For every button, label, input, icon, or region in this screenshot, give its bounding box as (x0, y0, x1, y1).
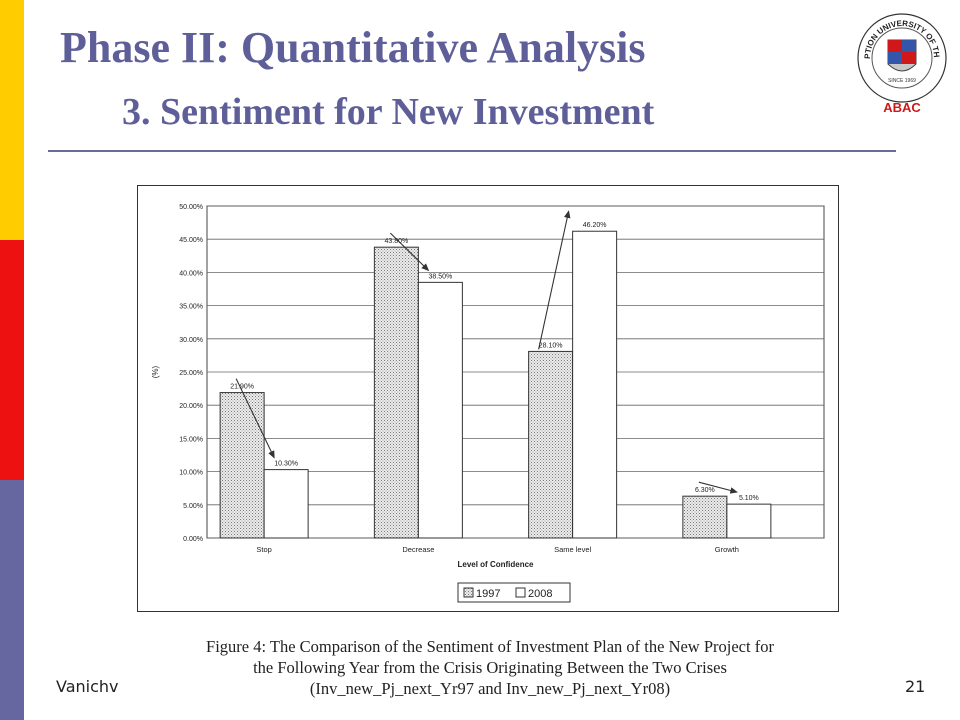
legend-label: 2008 (528, 588, 552, 600)
legend-label: 1997 (476, 588, 500, 600)
side-bar-red (0, 240, 24, 480)
bar-2008-stop (263, 469, 309, 539)
bar-2008-decrease (417, 281, 463, 539)
trend-arrow (235, 378, 275, 459)
caption-line-2: the Following Year from the Crisis Origi… (253, 658, 727, 677)
figure-caption: Figure 4: The Comparison of the Sentimen… (140, 636, 840, 699)
y-tick-label: 40.00% (179, 270, 203, 277)
y-tick-label: 50.00% (179, 204, 203, 211)
y-tick-label: 0.00% (183, 536, 203, 543)
trend-arrow (538, 210, 571, 350)
page-number: 21 (905, 677, 926, 696)
logo-since-text: SINCE 1969 (888, 78, 916, 84)
chart-frame: 0.00% 5.00% 10.00% 15.00% 20.00% 25.00% 30.00%… (137, 185, 839, 612)
bar-chart: 0.00% 5.00% 10.00% 15.00% 20.00% 25.00% 30.00%… (151, 204, 825, 603)
bar-1997-decrease (373, 246, 419, 539)
y-tick-label: 45.00% (179, 237, 203, 244)
title-divider (48, 150, 896, 152)
data-label: 10.30% (274, 461, 298, 468)
y-tick-label: 30.00% (179, 337, 203, 344)
y-tick-label: 5.00% (183, 503, 203, 510)
data-label: 6.30% (695, 487, 715, 494)
legend-swatch (515, 587, 526, 598)
slide-subtitle: 3. Sentiment for New Investment (122, 91, 655, 133)
trend-arrow (698, 481, 738, 494)
side-bar-yellow (0, 0, 24, 240)
trend-arrow (389, 232, 430, 272)
bar-1997-same-level (528, 350, 574, 539)
bar-1997-growth (682, 495, 728, 539)
data-label: 38.50% (429, 273, 453, 280)
y-tick-label: 10.00% (179, 470, 203, 477)
data-label: 21.90% (230, 384, 254, 391)
data-label: 43.80% (385, 238, 409, 245)
legend-swatch (463, 587, 474, 598)
y-tick-label: 35.00% (179, 304, 203, 311)
university-logo: ASSUMPTION UNIVERSITY OF THAILAND SINCE … (849, 1, 952, 118)
y-axis-label: (%) (151, 365, 160, 378)
data-label: 5.10% (739, 495, 759, 502)
logo-abac-label: ABAC (883, 100, 921, 115)
bar-2008-same-level (572, 230, 618, 539)
slide-title: Phase II: Quantitative Analysis (60, 23, 646, 72)
x-tick-label: Growth (715, 545, 739, 554)
bar-1997-stop (219, 392, 265, 539)
legend-box (457, 582, 571, 603)
chart-legend: 1997 2008 (457, 582, 571, 603)
side-bar-slate (0, 480, 24, 720)
x-tick-label: Same level (554, 545, 591, 554)
x-tick-label: Decrease (402, 545, 434, 554)
caption-line-1: Figure 4: The Comparison of the Sentimen… (206, 637, 774, 656)
data-label: 28.10% (539, 342, 563, 349)
y-tick-label: 20.00% (179, 403, 203, 410)
y-tick-label: 15.00% (179, 436, 203, 443)
x-tick-label: Stop (256, 545, 271, 554)
y-tick-label: 25.00% (179, 370, 203, 377)
x-axis-label: Level of Confidence (457, 560, 534, 569)
bar-2008-growth (726, 503, 772, 539)
caption-line-3: (Inv_new_Pj_next_Yr97 and Inv_new_Pj_nex… (309, 679, 671, 698)
footer-author: Vanichv (56, 677, 119, 696)
data-label: 46.20% (583, 222, 607, 229)
